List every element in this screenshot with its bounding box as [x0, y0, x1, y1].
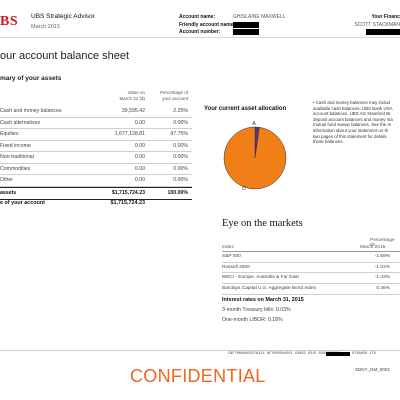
pie-slices: [223, 126, 287, 190]
markets-subheader: Index March 2015: [222, 243, 400, 252]
summary-title: mary of your assets: [0, 75, 62, 82]
table-row: Cash and money balances 39,595.42 2.25%: [0, 106, 192, 118]
header-divider: [0, 37, 400, 38]
account-number-label: Account number:: [179, 29, 221, 35]
assets-table: Value on March 31 ($) Percentage of your a…: [0, 90, 192, 200]
bates-number: SDNY_GM_0002: [355, 367, 390, 372]
market-row: Barclays Capital U.S. Aggregate Bond Ind…: [222, 284, 400, 295]
financial-advisor: Your Financ SCOTT STACKMAN: [354, 14, 400, 37]
report-title: UBS Strategic Advisor: [31, 13, 95, 20]
assets-table-header: Value on March 31 ($) Percentage of your a…: [0, 90, 192, 106]
report-date: March 2015: [31, 24, 61, 30]
ubs-logo: BS: [0, 14, 19, 29]
account-number-redaction: [233, 29, 286, 37]
friendly-name-redaction: [233, 21, 286, 30]
markets-table: Percentage ch Index March 2015 S&P 500 -1…: [222, 236, 400, 295]
pie-label-a: A: [252, 121, 256, 127]
account-name-label: Account name:: [179, 14, 216, 20]
net-value-label: e of your account: [0, 200, 45, 206]
page-title: our account balance sheet: [0, 50, 130, 62]
markets-title: Eye on the markets: [222, 218, 303, 229]
markets-col-header: Percentage ch: [370, 238, 395, 248]
net-value-row: e of your account $1,715,724.23: [0, 200, 192, 206]
pie-label-c: C: [242, 186, 246, 192]
allocation-pie-chart: A C: [223, 121, 287, 192]
allocation-chart-title: Your current asset allocation: [204, 106, 287, 112]
table-row: Other 0.00 0.00%: [0, 175, 192, 187]
table-row: Cash alternatives 0.00 0.00%: [0, 118, 192, 129]
table-row: Non-traditional 0.00 0.00%: [0, 152, 192, 164]
total-assets-row: assets $1,715,724.23 100.00%: [0, 186, 192, 200]
account-labels: Account name: Friendly account name: Acc…: [179, 14, 235, 37]
footer-divider: [0, 350, 400, 351]
percentage-column-header: Percentage of your account: [159, 90, 188, 101]
footer-code-end: 0768850 170: [352, 352, 376, 356]
confidential-stamp: CONFIDENTIAL: [130, 366, 266, 386]
footer-redaction: [326, 352, 350, 356]
friendly-account-name-label: Friendly account name:: [179, 21, 236, 28]
market-row: MSCI - Europe, Australia & Far East -1.43…: [222, 273, 400, 285]
table-row: Equities 1,677,128.81 97.75%: [0, 129, 192, 141]
footer-code: CNF70009005376424 NF7000204051 03092 031…: [228, 352, 341, 356]
table-row: Fixed income 0.00 0.00%: [0, 141, 192, 152]
market-row: S&P 500 -1.58%: [222, 252, 400, 263]
net-value-amount: $1,715,724.23: [110, 200, 145, 206]
financial-advisor-name: SCOTT STACKMAN: [354, 21, 400, 28]
table-row: Commodities 0.00 0.00%: [0, 164, 192, 175]
financial-advisor-label: Your Financ: [371, 14, 400, 20]
pie-slice-c: [223, 126, 287, 190]
account-values: GHISLAINE MAXWELL: [233, 14, 286, 37]
interest-rates-title: Interest rates on March 31, 2015: [222, 297, 304, 303]
treasury-rate: 3-month Treasury bills: 0.03%: [222, 307, 291, 313]
value-column-header: Value on March 31 ($): [119, 90, 145, 101]
libor-rate: One-month LIBOR: 0.18%: [222, 317, 283, 323]
market-row: Russell 3000 -1.02%: [222, 263, 400, 274]
account-name-value: GHISLAINE MAXWELL: [233, 14, 286, 20]
advisor-redaction: [354, 29, 400, 37]
cash-balance-note: • Cash and money balances may includ avai…: [313, 100, 393, 145]
